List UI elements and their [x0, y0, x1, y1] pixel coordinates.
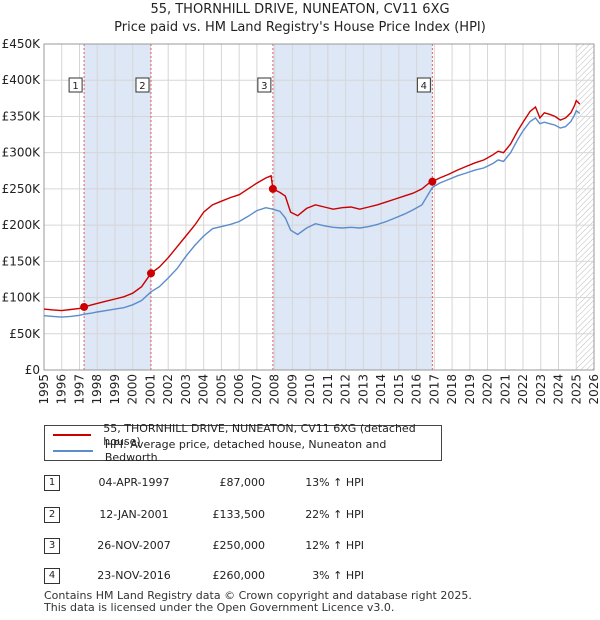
sale-point	[428, 177, 437, 186]
chart-title: 55, THORNHILL DRIVE, NUNEATON, CV11 6XG	[150, 2, 450, 17]
x-tick-label: 2018	[445, 374, 459, 405]
footer-line-copyright: Contains HM Land Registry data © Crown c…	[44, 589, 472, 602]
x-tick-label: 2013	[356, 374, 370, 405]
sale-marker-box	[257, 77, 272, 93]
x-tick-label: 1997	[72, 374, 86, 405]
legend-label-property: 55, THORNHILL DRIVE, NUNEATON, CV11 6XG …	[103, 422, 416, 448]
chart-subtitle: Price paid vs. HM Land Registry's House …	[114, 20, 486, 35]
x-tick-label: 2024	[552, 374, 566, 405]
sale-date: 23-NOV-2016	[97, 569, 171, 582]
hpi-line	[43, 109, 581, 318]
sale-marker-label: 3	[261, 81, 267, 92]
x-tick-label: 2008	[268, 374, 282, 405]
sale-date: 12-JAN-2001	[99, 508, 169, 521]
footer-line-licence: This data is licensed under the Open Gov…	[44, 601, 395, 614]
sale-number-badge: 3	[44, 538, 60, 554]
x-tick-label: 2026	[587, 374, 600, 405]
sale-hpi-change: 3% ↑ HPI	[312, 569, 364, 582]
x-tick-label: 1996	[55, 374, 69, 405]
x-tick-label: 2000	[126, 374, 140, 405]
sale-marker-box	[135, 77, 150, 93]
x-tick-label: 2023	[534, 374, 548, 405]
x-tick-label: 2014	[374, 374, 388, 405]
sale-hpi-change: 22% ↑ HPI	[305, 508, 364, 521]
sale-marker-box	[416, 77, 431, 93]
x-tick-label: 2007	[250, 374, 264, 405]
x-tick-label: 2004	[197, 374, 211, 405]
x-tick-label: 2011	[321, 374, 335, 405]
y-tick-label: £250K	[2, 182, 42, 196]
x-tick-label: 2010	[303, 374, 317, 405]
sale-number-badge: 1	[44, 475, 60, 491]
x-tick-label: 2002	[161, 374, 175, 405]
y-tick-label: £50K	[9, 327, 41, 341]
y-tick-label: £200K	[2, 218, 42, 232]
x-tick-label: 2003	[179, 374, 193, 405]
table-row: 3 26-NOV-2007 £250,000 12% ↑ HPI	[44, 538, 444, 556]
sale-point	[146, 269, 155, 278]
sale-marker-label: 2	[139, 81, 145, 92]
x-tick-label: 2022	[516, 374, 530, 405]
sale-price: £133,500	[212, 508, 266, 521]
sale-marker-box	[68, 77, 83, 93]
legend-swatch-hpi	[53, 450, 93, 452]
sale-price: £87,000	[219, 476, 266, 489]
sale-hpi-change: 12% ↑ HPI	[305, 539, 364, 552]
x-tick-label: 2025	[569, 374, 583, 405]
chart-legend: 55, THORNHILL DRIVE, NUNEATON, CV11 6XG …	[44, 422, 442, 464]
y-tick-label: £400K	[2, 73, 42, 87]
legend-item-property: 55, THORNHILL DRIVE, NUNEATON, CV11 6XG …	[53, 422, 441, 448]
sale-price: £260,000	[212, 569, 266, 582]
plot-border	[43, 43, 595, 371]
x-tick-label: 1995	[37, 374, 51, 405]
sale-marker-label: 1	[72, 81, 78, 92]
y-tick-label: £100K	[2, 291, 42, 305]
forecast-hatch	[576, 44, 594, 370]
x-tick-label: 2009	[285, 374, 299, 405]
x-tick-label: 2012	[339, 374, 353, 405]
sale-point	[80, 302, 89, 311]
sale-date: 04-APR-1997	[98, 476, 170, 489]
sale-number-badge: 2	[44, 507, 60, 523]
x-tick-label: 2016	[410, 374, 424, 405]
legend-swatch-property	[53, 434, 92, 436]
footer-notice: Contains HM Land Registry data © Crown c…	[44, 590, 472, 614]
x-tick-label: 2006	[232, 374, 246, 405]
x-tick-label: 2015	[392, 374, 406, 405]
table-row: 2 12-JAN-2001 £133,500 22% ↑ HPI	[44, 507, 444, 525]
x-tick-label: 2017	[427, 374, 441, 405]
y-tick-label: £300K	[2, 146, 42, 160]
y-tick-label: £150K	[2, 254, 42, 268]
y-tick-label: £450K	[2, 37, 42, 51]
x-tick-label: 2001	[143, 374, 157, 405]
x-tick-label: 1999	[108, 374, 122, 405]
sale-hpi-change: 13% ↑ HPI	[305, 476, 364, 489]
x-tick-label: 1998	[90, 374, 104, 405]
y-tick-label: £350K	[2, 109, 42, 123]
sale-point	[268, 184, 277, 193]
sale-date: 26-NOV-2007	[97, 539, 171, 552]
table-row: 4 23-NOV-2016 £260,000 3% ↑ HPI	[44, 568, 444, 586]
legend-item-hpi: HPI: Average price, detached house, Nune…	[53, 438, 441, 464]
x-tick-label: 2019	[463, 374, 477, 405]
price-chart: 1 2 3 4 £0 £50K £100K £150K £200K £250K £300K £350K…	[2, 37, 600, 405]
sale-marker-label: 4	[421, 81, 427, 92]
sale-number-badge: 4	[44, 568, 60, 584]
x-tick-label: 2005	[214, 374, 228, 405]
legend-label-hpi: HPI: Average price, detached house, Nune…	[104, 438, 387, 464]
property-price-line	[43, 99, 581, 312]
table-row: 1 04-APR-1997 £87,000 13% ↑ HPI	[44, 475, 444, 493]
x-tick-label: 2020	[481, 374, 495, 405]
x-tick-label: 2021	[498, 374, 512, 405]
y-tick-label: £0	[25, 363, 40, 377]
sale-price: £250,000	[212, 539, 266, 552]
ownership-shade	[84, 44, 151, 370]
